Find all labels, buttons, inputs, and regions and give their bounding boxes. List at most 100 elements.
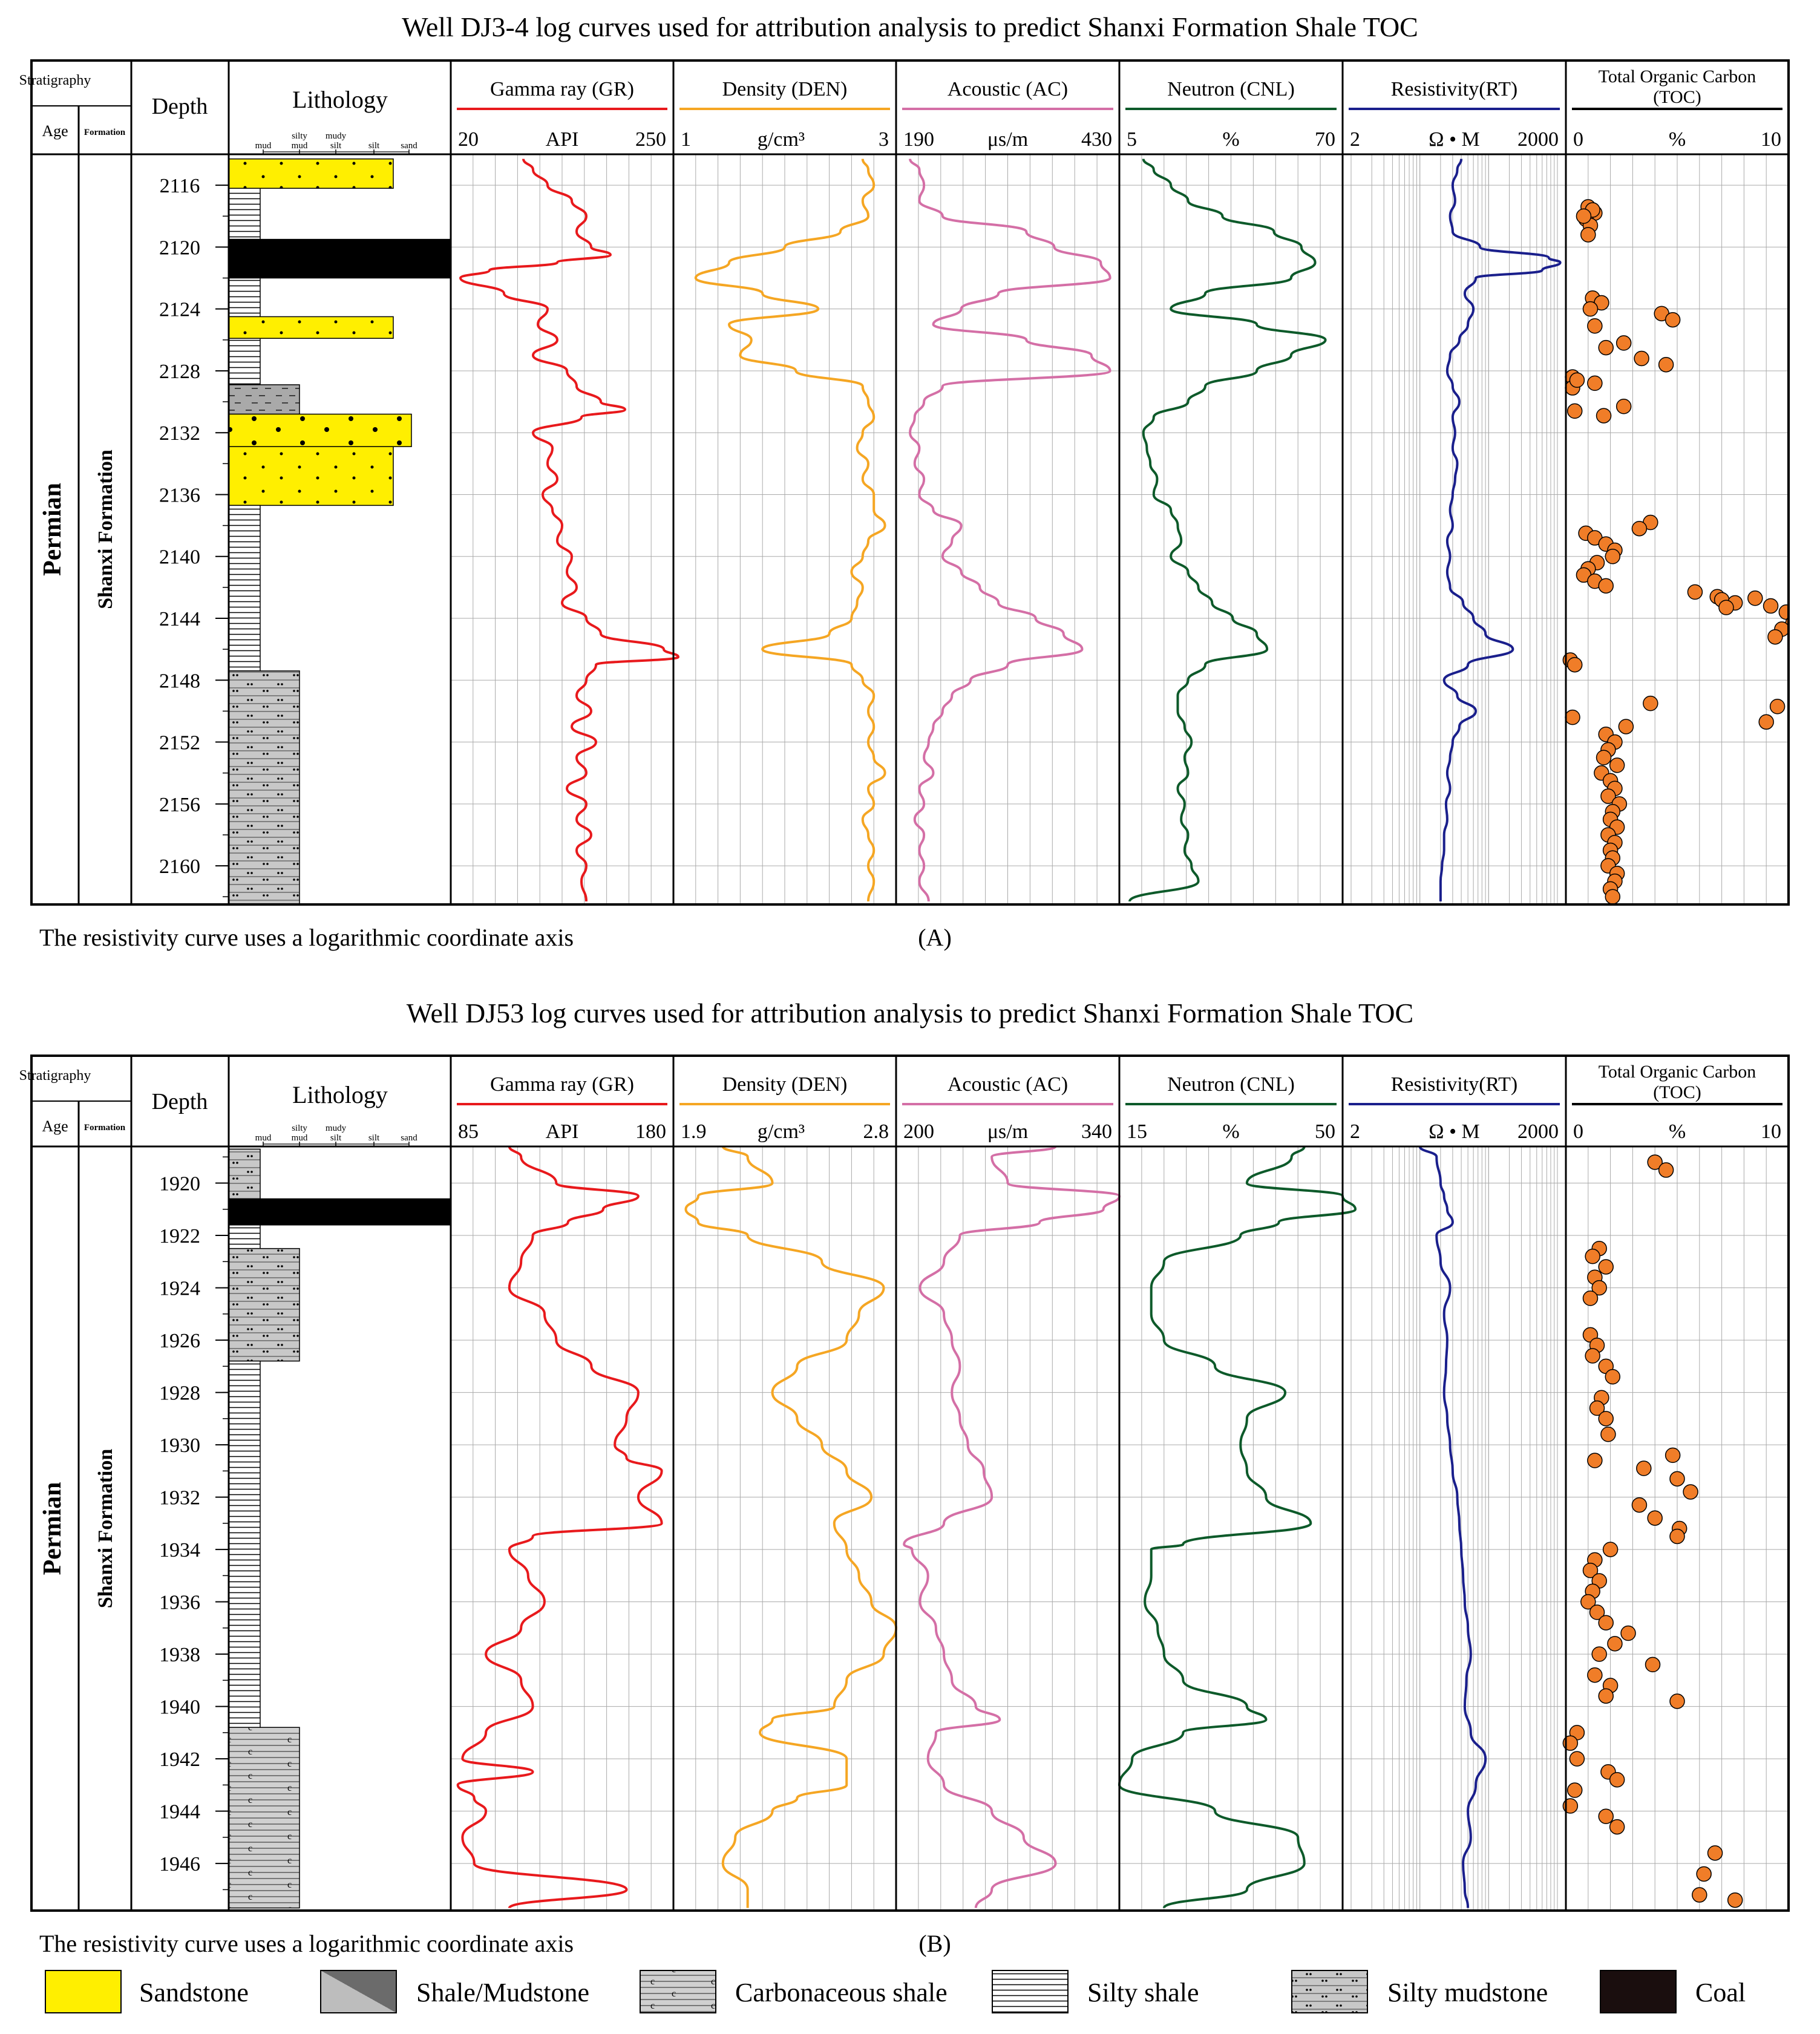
- toc-point: [1631, 1497, 1648, 1513]
- depth-label: 1932: [159, 1487, 200, 1509]
- toc-point: [1643, 695, 1658, 711]
- grain-label-1: mud: [292, 1133, 308, 1143]
- formation-label: Formation: [84, 1123, 126, 1133]
- track-min: 200: [903, 1120, 934, 1143]
- legend-label-1: Shale/Mudstone: [416, 1978, 589, 2007]
- depth-label: 2124: [159, 299, 200, 321]
- toc-point: [1585, 1248, 1600, 1264]
- toc-point: [1566, 1782, 1583, 1798]
- toc-point: [1598, 1688, 1614, 1704]
- track-title-GR: Gamma ray (GR): [490, 1073, 634, 1096]
- toc-point: [1763, 598, 1779, 614]
- track-unit: API: [546, 128, 579, 151]
- toc-point: [1647, 1154, 1663, 1170]
- lithology-layer-silty_mudstone: [228, 1148, 261, 1200]
- toc-point: [1591, 1646, 1607, 1662]
- track-unit: μs/m: [987, 1120, 1028, 1143]
- track-title-RT: Resistivity(RT): [1391, 1073, 1518, 1096]
- toc-point: [1718, 600, 1734, 615]
- track-unit: API: [546, 1120, 579, 1143]
- age-name: Permian: [39, 483, 67, 576]
- track-unit: Ω • M: [1429, 128, 1479, 151]
- toc-point: [1589, 1604, 1605, 1620]
- toc-point: [1696, 1866, 1712, 1882]
- age-name: Permian: [39, 1482, 67, 1575]
- track-min: 85: [458, 1120, 479, 1143]
- toc-point: [1582, 1290, 1599, 1306]
- depth-label: 1928: [159, 1382, 200, 1405]
- toc-point: [1587, 375, 1603, 391]
- lithology-header: Lithology: [292, 86, 388, 113]
- toc-point: [1687, 584, 1703, 600]
- track-max: 2000: [1517, 128, 1559, 151]
- toc-point: [1587, 1453, 1603, 1468]
- track-title-toc-abbr: (TOC): [1653, 87, 1701, 107]
- depth-label: 2132: [159, 422, 200, 445]
- depth-label: 2156: [159, 794, 200, 816]
- depth-label: 1926: [159, 1330, 200, 1352]
- depth-label: 1936: [159, 1592, 200, 1614]
- panel-a: Well DJ3-4 log curves used for attributi…: [19, 11, 1790, 951]
- lithology-layer-silty_mudstone: [228, 1248, 300, 1362]
- grain-label-2: mudy: [326, 131, 347, 141]
- toc-point: [1569, 372, 1585, 388]
- toc-point: [1609, 1771, 1625, 1788]
- depth-label: 2116: [160, 175, 200, 197]
- toc-point: [1747, 590, 1763, 606]
- track-max: 250: [635, 128, 666, 151]
- toc-point: [1598, 1615, 1614, 1630]
- track-min: 15: [1127, 1120, 1147, 1143]
- toc-point: [1589, 1400, 1605, 1416]
- grain-label-4: sand: [401, 1133, 417, 1143]
- toc-point: [1591, 1280, 1607, 1296]
- toc-point: [1609, 757, 1625, 773]
- toc-point: [1569, 1751, 1585, 1767]
- grain-label-3: silt: [368, 1133, 380, 1143]
- lithology-layer-silty_mudstone: [228, 670, 300, 905]
- track-unit: g/cm³: [758, 128, 805, 151]
- toc-point: [1620, 1625, 1636, 1641]
- legend-swatch-3: [992, 1970, 1069, 2013]
- lithology-layer-shale: [228, 277, 261, 318]
- legend-swatch-5: [1600, 1970, 1677, 2013]
- formation-label: Formation: [84, 128, 126, 137]
- lithology-layer-shale: [228, 1225, 261, 1249]
- track-title-AC: Acoustic (AC): [948, 1073, 1068, 1096]
- toc-point: [1598, 578, 1614, 594]
- toc-point: [1647, 1510, 1663, 1526]
- panel-b: Well DJ53 log curves used for attributio…: [19, 998, 1790, 1957]
- depth-label: 1922: [159, 1225, 200, 1248]
- track-title-toc: Total Organic Carbon: [1599, 1062, 1756, 1082]
- toc-point: [1566, 403, 1583, 419]
- toc-point: [1600, 788, 1616, 804]
- lithology-layer-carbonaceous: [228, 1727, 300, 1909]
- toc-point: [1658, 1162, 1674, 1178]
- toc-point: [1598, 1411, 1614, 1427]
- toc-point: [1615, 335, 1632, 351]
- depth-label: 2148: [159, 670, 200, 692]
- track-title-CNL: Neutron (CNL): [1167, 78, 1295, 100]
- panel-frame: [30, 1055, 1790, 1912]
- grain-label-1: silty: [292, 1123, 307, 1133]
- lithology-layer-shale: [228, 1360, 261, 1728]
- grain-label-2: silt: [330, 1133, 342, 1143]
- toc-point: [1605, 548, 1621, 564]
- depth-header: Depth: [152, 1089, 208, 1114]
- toc-point: [1605, 1369, 1621, 1385]
- depth-label: 2152: [159, 732, 200, 754]
- panel-title: Well DJ3-4 log curves used for attributi…: [402, 11, 1418, 42]
- toc-point: [1582, 301, 1599, 317]
- track-title-DEN: Density (DEN): [722, 1073, 848, 1096]
- track-unit: g/cm³: [758, 1120, 805, 1143]
- toc-point: [1580, 227, 1596, 243]
- panel-note: The resistivity curve uses a logarithmic…: [39, 924, 574, 951]
- toc-point: [1596, 750, 1612, 765]
- lithology-layer-shale: [228, 338, 261, 385]
- depth-header: Depth: [152, 94, 208, 119]
- toc-point: [1669, 1693, 1685, 1709]
- toc-point: [1707, 1845, 1723, 1861]
- toc-point: [1566, 656, 1583, 673]
- track-max: 70: [1315, 128, 1335, 151]
- track-max: 3: [879, 128, 889, 151]
- toc-point: [1605, 889, 1621, 904]
